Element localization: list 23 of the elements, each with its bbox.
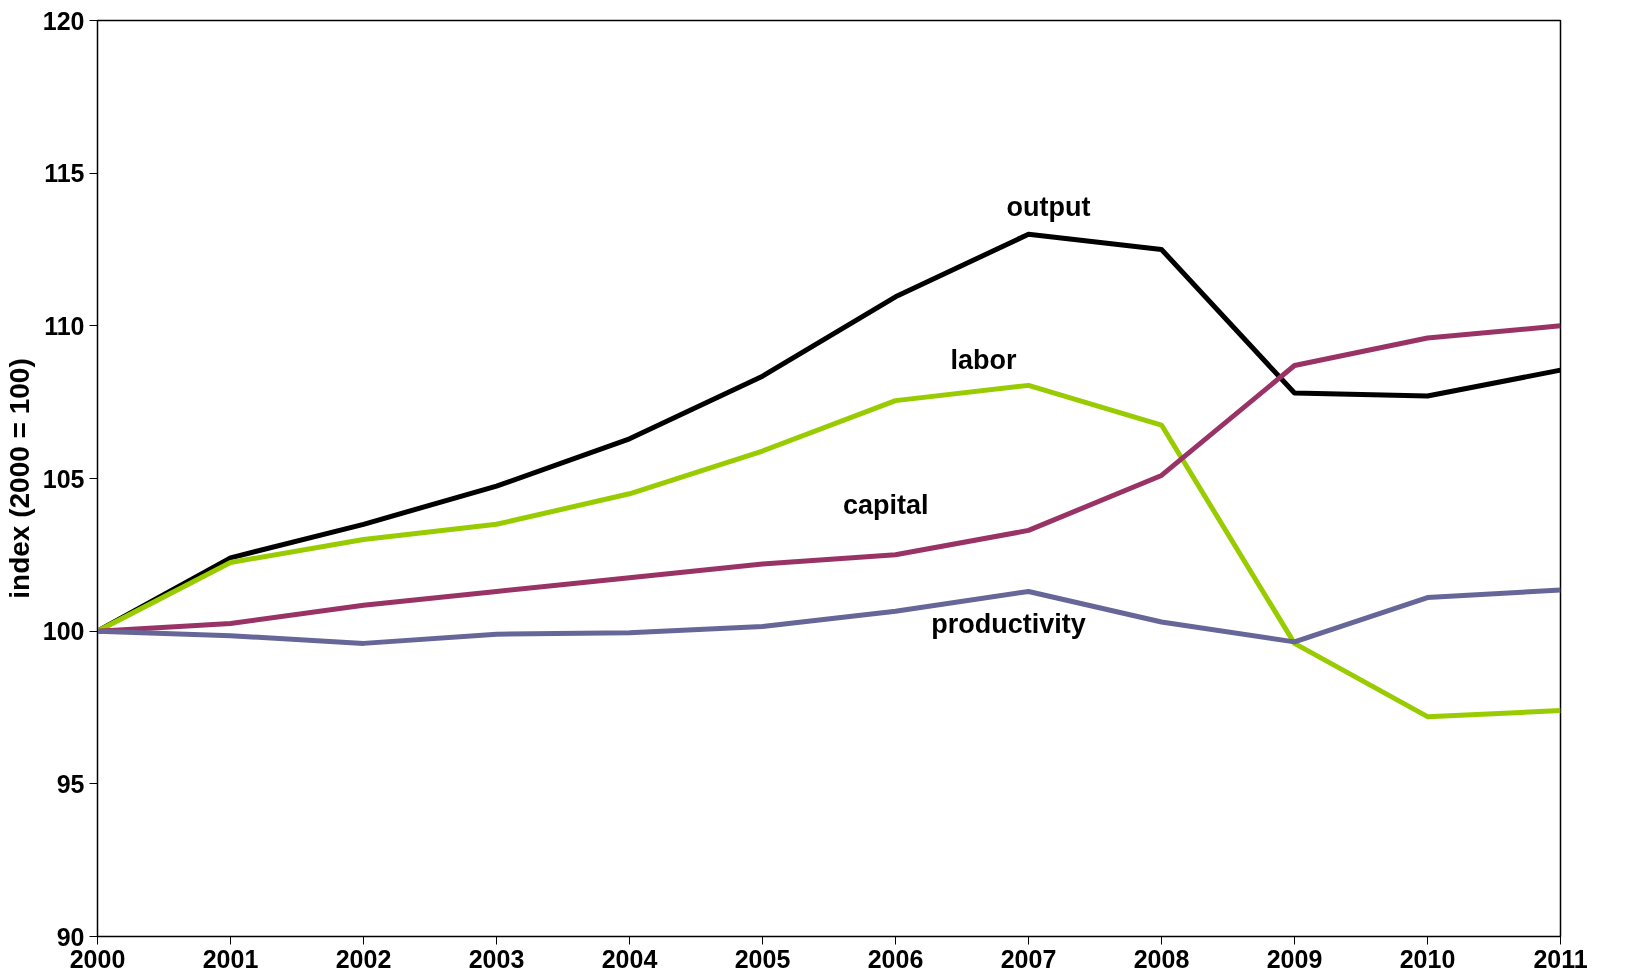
y-axis-title: index (2000 = 100) [3,358,35,599]
y-tick-label: 100 [42,617,85,646]
x-tick-label: 2003 [468,944,525,973]
x-tick-label: 2006 [867,944,924,973]
y-tick-label: 105 [42,464,85,493]
x-tick-label: 2011 [1533,944,1588,973]
y-tick-label: 110 [44,311,85,340]
x-tick-label: 2010 [1399,944,1456,973]
y-tick-label: 95 [56,769,85,798]
series-label: productivity [931,609,1086,640]
x-tick-label: 2002 [335,944,392,973]
x-tick-label: 2009 [1266,944,1323,973]
series-label: labor [950,345,1017,376]
x-tick-label: 2008 [1133,944,1190,973]
series-label: capital [842,490,929,521]
x-tick-label: 2007 [1000,944,1057,973]
y-tick-label: 120 [42,6,85,35]
series-label: output [1006,192,1091,223]
x-tick-label: 2004 [601,944,658,973]
y-tick-label: 90 [56,922,85,951]
x-tick-label: 2005 [734,944,791,973]
x-tick-label: 2001 [202,944,259,973]
y-tick-label: 115 [44,159,85,188]
